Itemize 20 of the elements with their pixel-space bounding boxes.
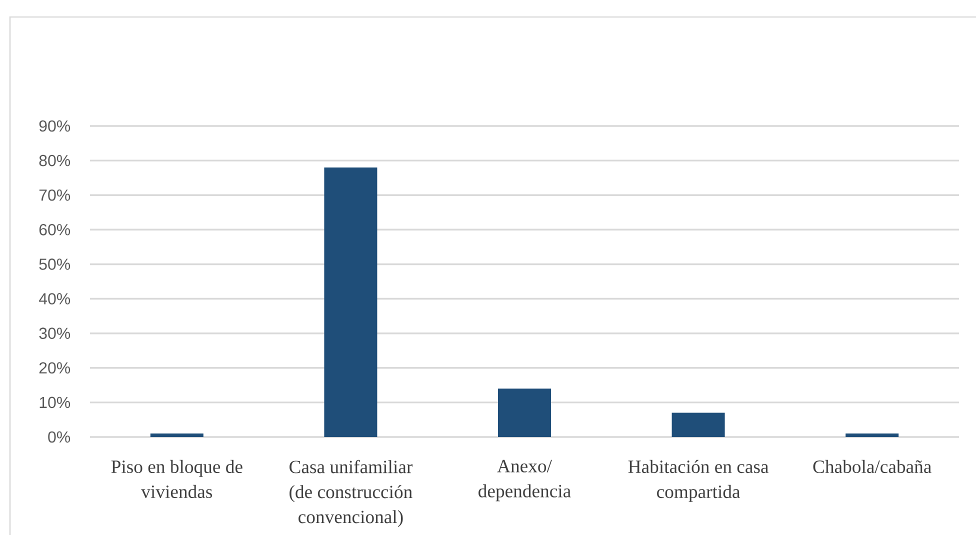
x-tick-label: Anexo/ dependencia: [478, 460, 571, 502]
y-tick-label: 30%: [39, 328, 70, 339]
y-tick-label: 50%: [39, 258, 70, 270]
x-tick-label: Habitación en casa compartida: [628, 460, 769, 502]
y-tick-label: 0%: [48, 431, 70, 443]
y-tick-label: 40%: [38, 293, 70, 304]
y-tick-label: 80%: [39, 154, 70, 166]
y-tick-label: 90%: [39, 120, 70, 132]
x-tick-label: Piso en bloque de viviendas: [111, 460, 242, 498]
bar: [324, 167, 378, 437]
bar: [846, 434, 899, 437]
bar: [498, 388, 551, 437]
y-tick-label: 20%: [39, 362, 70, 374]
bar: [672, 412, 725, 437]
x-tick-label: Casa unifamiliar (de construcción convencional): [290, 460, 413, 528]
bar: [150, 434, 204, 437]
y-tick-label: 10%: [40, 396, 70, 408]
y-tick-label: 70%: [39, 189, 70, 201]
x-tick-label: Chabola/cabaña: [813, 460, 932, 474]
y-tick-label: 60%: [39, 224, 70, 236]
